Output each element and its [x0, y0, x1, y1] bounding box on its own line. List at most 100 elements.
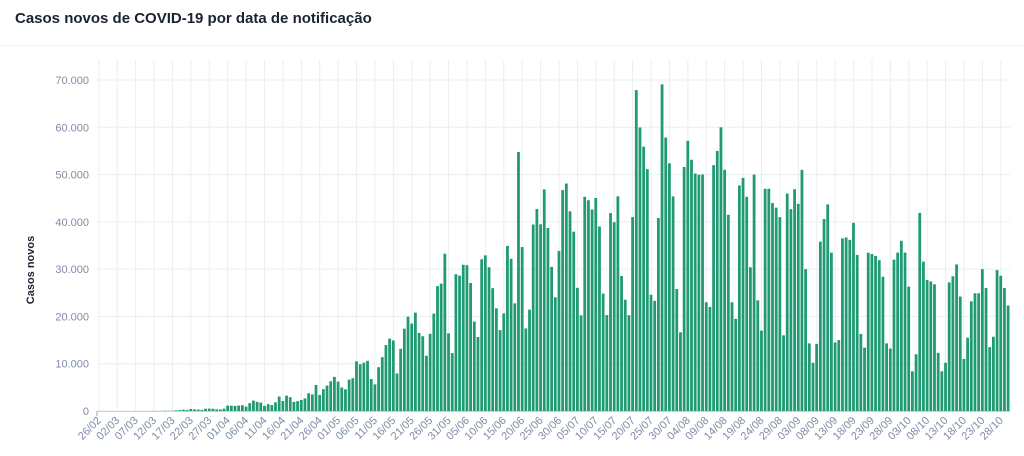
bar [811, 362, 815, 411]
bar [388, 338, 392, 411]
bar [539, 224, 542, 411]
bar [583, 196, 587, 411]
bar [686, 140, 690, 411]
bar [347, 379, 351, 411]
bar [572, 231, 576, 411]
bar [189, 409, 193, 411]
bar [564, 183, 568, 411]
bar [896, 252, 900, 411]
bar [973, 293, 977, 411]
bar [980, 269, 984, 411]
bar [207, 408, 211, 411]
bar [531, 224, 535, 411]
bar [951, 276, 955, 411]
y-axis: 0 10.000 20.000 30.000 40.000 50.000 60.000 70.… [55, 75, 89, 418]
bar [259, 402, 263, 411]
bar [671, 196, 675, 411]
chart-title: Casos novos de COVID-19 por data de noti… [15, 10, 372, 27]
bar [461, 264, 465, 411]
bar [947, 282, 951, 411]
bar [933, 284, 936, 411]
bar [999, 275, 1003, 411]
bar [837, 340, 841, 411]
bar [616, 196, 620, 411]
bar [936, 352, 940, 411]
bar [509, 258, 513, 411]
bar [771, 202, 774, 411]
bar [310, 394, 314, 411]
bar [866, 252, 870, 411]
bar [914, 354, 918, 411]
bar [263, 405, 266, 411]
bar [215, 409, 218, 411]
bar [796, 203, 800, 411]
bar [211, 408, 215, 411]
bar [355, 361, 358, 411]
bar [307, 393, 311, 411]
bar [815, 343, 819, 411]
bar [222, 408, 226, 411]
bar [557, 250, 561, 411]
bar [966, 337, 970, 411]
y-tick-label: 70.000 [55, 75, 89, 87]
bar [255, 401, 259, 411]
bar [494, 308, 498, 411]
bar [756, 300, 760, 411]
bar [399, 348, 403, 411]
bar [800, 169, 804, 411]
bar [358, 364, 362, 411]
bar [425, 355, 428, 411]
bar [763, 188, 767, 411]
bar [925, 280, 929, 411]
bar [252, 400, 255, 411]
bar [874, 255, 877, 411]
bar [785, 193, 789, 411]
bar [229, 405, 233, 411]
bar [178, 410, 182, 411]
bar [266, 404, 270, 411]
bar [575, 287, 579, 411]
bar [428, 333, 432, 411]
bar [417, 332, 421, 411]
bar [598, 226, 601, 411]
bar [542, 189, 546, 411]
bar [340, 387, 344, 411]
bar [333, 376, 336, 411]
y-tick-label: 10.000 [55, 359, 89, 371]
bar [715, 150, 719, 411]
bar [487, 267, 491, 411]
bar [524, 328, 528, 411]
bar [848, 239, 852, 411]
bar [888, 348, 892, 411]
bar [465, 265, 469, 411]
bar [244, 406, 248, 411]
bar [940, 371, 944, 411]
bar [782, 335, 785, 411]
bar [587, 200, 590, 411]
bar [458, 275, 461, 411]
bar [351, 378, 355, 411]
bar [984, 288, 988, 411]
bar [274, 402, 277, 411]
bar [362, 362, 366, 411]
y-tick-label: 50.000 [55, 170, 89, 182]
bar [697, 174, 701, 411]
bar [807, 343, 811, 411]
bar [329, 381, 333, 411]
bar [296, 401, 299, 411]
bar [480, 259, 484, 411]
bar [182, 409, 185, 411]
bar [344, 389, 347, 411]
bar [612, 222, 616, 411]
bar [623, 299, 627, 411]
bar [550, 266, 553, 411]
bar [955, 264, 958, 411]
bar [752, 174, 756, 411]
bar [918, 212, 922, 411]
bar [373, 384, 377, 411]
bar [454, 274, 458, 411]
bar [690, 159, 693, 411]
bar [336, 381, 340, 411]
bar [977, 293, 981, 411]
